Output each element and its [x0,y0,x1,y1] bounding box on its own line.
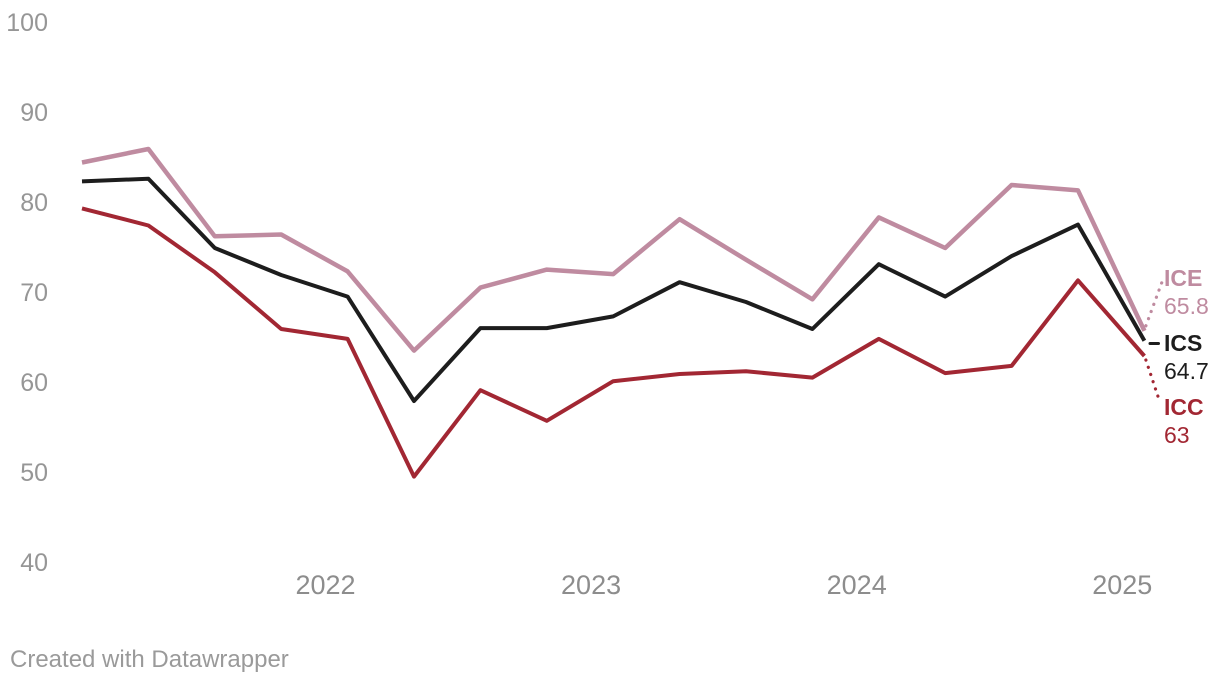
series-value-ics: 64.7 [1164,358,1209,384]
y-tick-label-70: 70 [20,279,48,307]
series-end-label-ice: ICE 65.8 [1164,264,1209,320]
series-name-ics: ICS [1164,330,1203,356]
series-value-ice: 65.8 [1164,293,1209,319]
y-tick-label-40: 40 [20,549,48,577]
ice-label-connector [1144,280,1164,328]
ice-line [81,146,1147,353]
y-tick-label-90: 90 [20,99,48,127]
x-tick-label-2022: 2022 [295,570,356,600]
ics-line [81,176,1147,403]
x-tick-label-2024: 2024 [826,570,887,600]
y-tick-label-50: 50 [20,459,48,487]
series-end-label-ics: ICS 64.7 [1164,329,1209,385]
x-tick-label-2025: 2025 [1092,570,1153,600]
icc-label-connector [1144,358,1162,403]
series-value-icc: 63 [1164,422,1190,448]
series-name-icc: ICC [1164,394,1204,420]
y-tick-label-80: 80 [20,189,48,217]
attribution-text: Created with Datawrapper [10,646,289,673]
x-tick-label-2023: 2023 [561,570,622,600]
y-tick-label-100: 100 [6,9,48,37]
icc-line [81,206,1146,479]
y-tick-label-60: 60 [20,369,48,397]
series-end-label-icc: ICC 63 [1164,393,1204,449]
series-name-ice: ICE [1164,265,1203,291]
